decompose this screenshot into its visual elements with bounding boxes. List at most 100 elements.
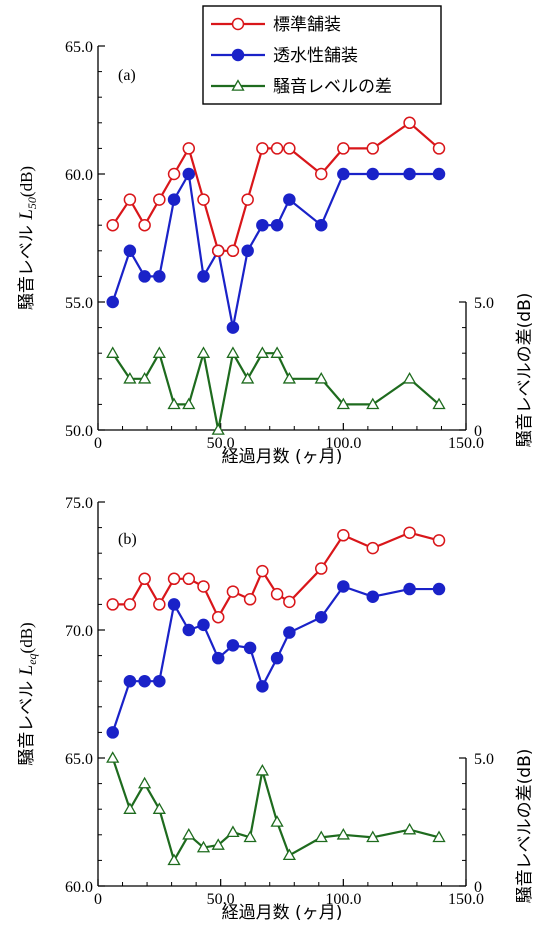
data-point-diff [255,346,269,358]
data-point-diff [167,397,181,410]
data-point-porous [226,321,240,334]
data-point-standard [432,142,446,155]
data-point-porous [167,193,181,206]
data-point-standard [403,526,416,539]
data-point-standard [197,193,210,206]
data-point-porous [256,218,269,232]
x-tick-label: 0 [94,435,102,452]
data-point-diff [366,830,380,843]
data-point-standard [432,534,446,547]
data-point-diff [241,371,255,384]
data-point-porous [182,623,196,637]
y2-tick-label: 5.0 [474,751,494,768]
data-point-diff [137,371,152,384]
data-point-diff [432,397,446,410]
data-point-diff [152,346,166,358]
data-point-porous [241,244,254,258]
legend-label-porous: 透水性舗装 [273,46,358,66]
data-point-diff [270,346,284,358]
data-point-diff [282,848,296,861]
data-point-porous [123,674,137,688]
data-point-porous [123,244,137,258]
data-point-diff [243,830,257,843]
data-point-standard [182,572,196,586]
y2-tick-label: 0 [474,423,482,440]
data-point-standard [270,587,284,601]
data-point-porous [153,674,166,688]
y-axis-label-var: L [16,209,37,221]
y-axis-label-sub: eq [25,653,39,664]
x-tick-label: 50.0 [207,435,235,452]
data-point-standard [315,167,328,181]
data-point-standard [226,244,240,258]
data-point-porous [337,167,350,181]
data-point-standard [403,116,416,130]
panel-label: (a) [118,67,136,84]
data-point-standard [167,572,181,586]
data-point-diff [152,802,166,814]
data-point-porous [167,598,181,611]
y-axis-label: 騒音レベル Leq(dB) [16,622,39,765]
data-point-porous [283,193,296,206]
data-point-diff [226,825,240,838]
legend-label-standard: 標準舗装 [273,15,341,35]
data-point-porous [337,580,350,593]
y-tick-label: 50.0 [65,423,93,440]
data-point-porous [403,167,416,181]
y-tick-label: 75.0 [65,495,93,512]
data-point-diff [137,776,152,789]
y-axis-label-sub: 50 [25,197,39,209]
data-point-porous [432,582,446,596]
data-point-porous [138,674,151,688]
data-point-standard [123,598,137,611]
data-point-porous [256,680,269,693]
data-point-standard [243,593,257,606]
data-point-porous [366,590,380,603]
data-point-porous [182,167,196,181]
y2-axis-label: 騒音レベルの差(dB) [515,749,535,904]
data-point-diff [226,346,240,358]
series-line-diff [111,352,440,432]
data-point-diff [314,830,328,843]
x-tick-label: 0 [94,891,102,908]
x-tick-label: 150.0 [448,891,484,908]
data-point-standard [315,562,328,575]
y-tick-label: 55.0 [65,295,93,312]
data-point-standard [270,142,284,155]
data-point-diff [123,371,137,384]
data-point-standard [256,564,269,578]
data-point-diff [167,853,181,866]
data-point-porous [211,651,225,665]
y-tick-label: 65.0 [65,751,93,768]
data-point-diff [366,397,380,410]
data-point-standard [106,218,119,232]
data-point-porous [366,167,380,181]
data-point-porous [315,218,328,232]
data-point-diff [182,827,196,840]
y-axis-label-prefix: 騒音レベル [17,675,37,765]
data-point-diff [196,840,211,853]
data-point-diff [211,838,225,850]
data-point-porous [243,641,257,655]
data-point-porous [226,639,240,652]
data-point-diff [336,827,350,840]
data-point-standard [182,142,196,155]
data-point-standard [153,193,166,206]
data-point-diff [270,815,284,827]
x-axis-label: 経過月数 (ヶ月) [222,903,343,923]
y2-tick-label: 5.0 [474,295,494,312]
data-point-diff [196,346,211,358]
data-point-porous [315,610,328,624]
data-point-porous [138,270,151,283]
x-tick-label: 150.0 [448,435,484,452]
y-tick-label: 65.0 [65,39,93,56]
series-line-standard [111,121,440,252]
x-tick-label: 100.0 [325,435,361,452]
data-point-diff [211,423,225,435]
data-point-diff [402,822,417,835]
y2-tick-label: 0 [474,879,482,896]
data-point-standard [197,580,210,593]
data-point-diff [106,346,120,358]
data-point-porous [270,218,284,232]
